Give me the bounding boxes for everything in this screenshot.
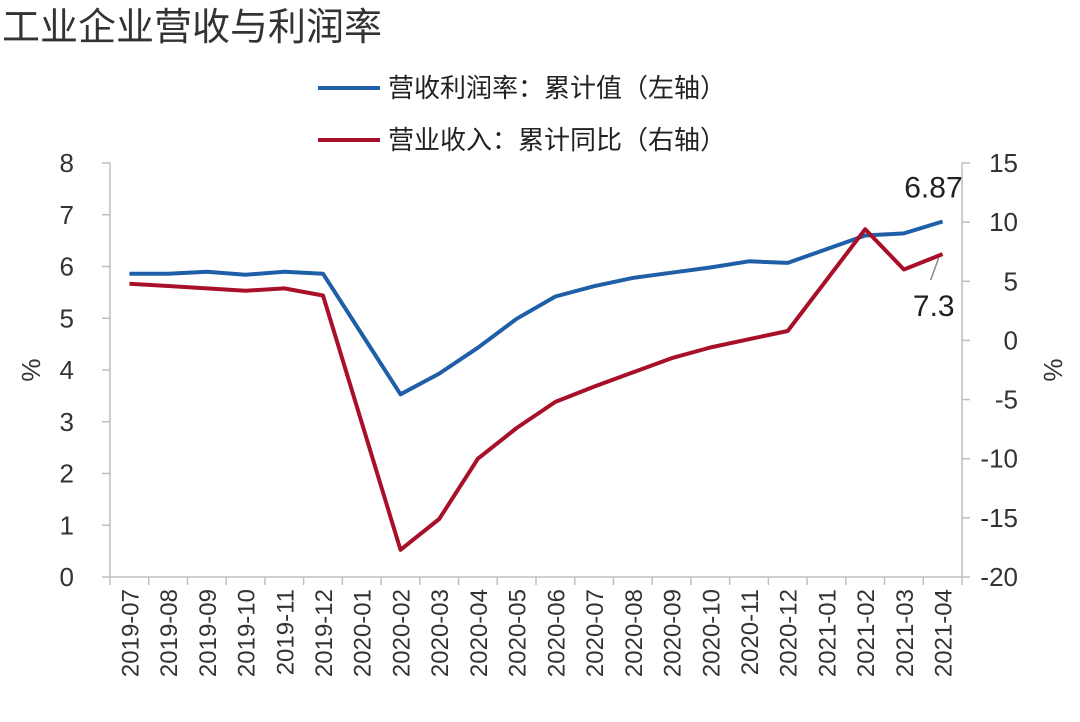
x-tick-label: 2019-08	[156, 589, 183, 677]
right-tick-label: 10	[989, 207, 1018, 237]
x-tick-label: 2021-03	[892, 589, 919, 677]
right-axis: -20 -15 -10 -5 0 5 10 15 %	[961, 148, 1068, 592]
left-tick-label: 8	[60, 148, 74, 178]
x-tick-label: 2020-01	[350, 589, 377, 677]
left-tick-label: 6	[60, 252, 74, 282]
x-tick-label: 2020-07	[582, 589, 609, 677]
legend-label-0: 营收利润率：累计值（左轴）	[388, 74, 726, 104]
x-axis: 2019-07 2019-08 2019-09 2019-10 2019-11 2019-…	[109, 576, 963, 677]
right-tick-label: -15	[980, 503, 1018, 533]
x-tick-label: 2020-11	[737, 589, 764, 675]
left-axis-label: %	[16, 358, 46, 381]
series-line-0	[129, 219, 944, 397]
x-tick-label: 2020-02	[388, 589, 415, 677]
left-tick-label: 4	[60, 355, 74, 385]
left-tick-label: 2	[60, 459, 74, 489]
right-tick-label: 0	[1004, 325, 1018, 355]
annotation-label-0: 6.87	[904, 171, 962, 204]
x-tick-label: 2020-06	[543, 589, 570, 677]
x-tick-label: 2020-08	[621, 589, 648, 677]
right-tick-label: -10	[980, 444, 1018, 474]
x-tick-label: 2019-07	[117, 589, 144, 677]
x-tick-label: 2020-05	[505, 589, 532, 677]
left-tick-label: 0	[60, 562, 74, 592]
right-tick-label: 15	[989, 148, 1018, 178]
left-tick-label: 5	[60, 303, 74, 333]
x-tick-label: 2019-12	[311, 589, 338, 677]
series-line-1	[129, 227, 944, 552]
series-layer	[129, 219, 944, 552]
left-tick-label: 1	[60, 510, 74, 540]
x-tick-label: 2021-02	[853, 589, 880, 677]
right-axis-label: %	[1038, 358, 1068, 381]
x-tick-label: 2020-12	[776, 589, 803, 677]
legend: 营收利润率：累计值（左轴） 营业收入：累计同比（右轴）	[318, 74, 726, 156]
x-tick-label: 2019-10	[234, 589, 261, 677]
x-tick-label: 2019-09	[195, 589, 222, 677]
annotation-layer: 6.87 7.3	[904, 171, 962, 323]
x-tick-label: 2019-11	[272, 589, 299, 675]
right-tick-label: -5	[995, 385, 1018, 415]
x-tick-label: 2020-09	[660, 589, 687, 677]
annotation-label-1: 7.3	[913, 290, 955, 323]
legend-label-1: 营业收入：累计同比（右轴）	[388, 126, 726, 156]
x-tick-label: 2021-01	[814, 589, 841, 677]
right-tick-label: 5	[1004, 266, 1018, 296]
chart-title: 工业企业营收与利润率	[2, 5, 382, 49]
x-tick-label: 2020-03	[427, 589, 454, 677]
left-tick-label: 3	[60, 407, 74, 437]
x-tick-label: 2020-04	[466, 589, 493, 677]
right-tick-label: -20	[980, 562, 1018, 592]
left-axis: 0 1 2 3 4 5 6 7 8 %	[16, 148, 111, 592]
x-tick-label: 2020-10	[698, 589, 725, 677]
x-tick-label: 2021-04	[931, 589, 958, 677]
left-tick-label: 7	[60, 200, 74, 230]
annotation-leader-1	[929, 257, 940, 281]
